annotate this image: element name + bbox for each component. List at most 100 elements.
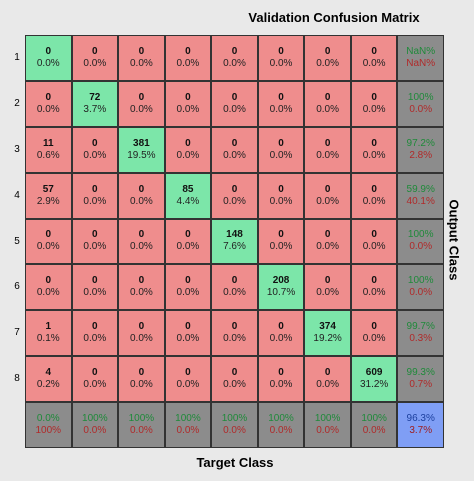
cell-count: 0 bbox=[324, 45, 331, 57]
cell-count: 0 bbox=[278, 183, 284, 195]
cell-percent: 0.0% bbox=[176, 241, 200, 253]
summary-error-percent: 0.0% bbox=[409, 287, 433, 299]
cell-percent: 0.0% bbox=[36, 57, 60, 69]
cell-count: 0 bbox=[45, 275, 52, 287]
cell-percent: 0.0% bbox=[316, 379, 339, 391]
cell-percent: 19.2% bbox=[313, 333, 342, 345]
matrix-cell-r1-c3: 0 0.0% bbox=[118, 35, 165, 81]
cell-percent: 4.4% bbox=[176, 195, 200, 207]
cell-percent: 31.2% bbox=[359, 379, 389, 391]
cell-count: 0 bbox=[278, 367, 284, 379]
matrix-cell-r2-c4: 0 0.0% bbox=[164, 80, 212, 127]
matrix-cell-r3-c5: 0 0.0% bbox=[211, 126, 258, 173]
cell-count: 0 bbox=[92, 137, 98, 149]
cell-percent: 0.0% bbox=[83, 241, 107, 253]
cell-count: 0 bbox=[231, 91, 238, 103]
confusion-matrix-grid: 0 0.0% 0 0.0% 0 0.0% 0 0.0% 0 0.0% 0 0.0% 0 0.0% 0 0.0%… bbox=[25, 35, 444, 448]
row-summary-cell-7: 99.7% 0.3% bbox=[397, 310, 444, 357]
cell-count: 0 bbox=[371, 321, 377, 333]
summary-correct-percent: 100% bbox=[175, 413, 201, 425]
cell-percent: 0.0% bbox=[129, 103, 153, 115]
matrix-cell-r2-c3: 0 0.0% bbox=[118, 80, 165, 127]
cell-count: 381 bbox=[133, 137, 150, 149]
summary-error-percent: 0.7% bbox=[409, 379, 433, 391]
summary-correct-percent: 100% bbox=[268, 413, 294, 425]
matrix-cell-r5-c7: 0 0.0% bbox=[304, 218, 351, 265]
row-label-5: 5 bbox=[14, 235, 20, 247]
summary-error-percent: 100% bbox=[35, 425, 62, 437]
matrix-cell-r8-c6: 0 0.0% bbox=[257, 356, 305, 403]
cell-count: 0 bbox=[45, 229, 52, 241]
cell-percent: 0.0% bbox=[269, 333, 293, 345]
cell-count: 0 bbox=[278, 91, 284, 103]
matrix-cell-r5-c5: 148 7.6% bbox=[211, 218, 258, 265]
cell-count: 85 bbox=[182, 183, 194, 195]
row-label-6: 6 bbox=[14, 281, 20, 293]
cell-percent: 0.0% bbox=[176, 149, 200, 161]
cell-percent: 0.0% bbox=[362, 287, 386, 299]
cell-count: 1 bbox=[45, 321, 52, 333]
cell-count: 0 bbox=[92, 183, 98, 195]
cell-percent: 0.0% bbox=[83, 195, 107, 207]
summary-error-percent: 0.0% bbox=[409, 241, 433, 253]
cell-percent: 0.0% bbox=[223, 195, 246, 207]
cell-count: 0 bbox=[324, 91, 331, 103]
row-label-4: 4 bbox=[14, 189, 20, 201]
matrix-cell-r7-c8: 0 0.0% bbox=[350, 310, 398, 357]
cell-percent: 0.0% bbox=[269, 195, 293, 207]
matrix-cell-r3-c3: 381 19.5% bbox=[118, 126, 165, 173]
matrix-cell-r2-c8: 0 0.0% bbox=[350, 80, 398, 127]
cell-percent: 0.0% bbox=[176, 379, 200, 391]
x-axis-label: Target Class bbox=[196, 455, 274, 470]
matrix-cell-r2-c5: 0 0.0% bbox=[211, 80, 258, 127]
matrix-cell-r4-c3: 0 0.0% bbox=[118, 172, 165, 219]
summary-error-percent: NaN% bbox=[406, 57, 436, 69]
cell-percent: 0.6% bbox=[36, 149, 60, 161]
matrix-cell-r4-c7: 0 0.0% bbox=[304, 172, 351, 219]
matrix-cell-r3-c1: 11 0.6% bbox=[25, 126, 72, 173]
cell-percent: 0.0% bbox=[362, 149, 386, 161]
cell-count: 0 bbox=[45, 91, 52, 103]
cell-count: 0 bbox=[324, 367, 331, 379]
cell-count: 0 bbox=[278, 229, 284, 241]
cell-percent: 0.0% bbox=[129, 195, 153, 207]
summary-error-percent: 0.0% bbox=[409, 103, 433, 115]
cell-count: 0 bbox=[231, 321, 238, 333]
cell-percent: 0.0% bbox=[223, 103, 246, 115]
cell-percent: 0.0% bbox=[316, 57, 339, 69]
cell-count: 0 bbox=[231, 183, 238, 195]
cell-percent: 0.0% bbox=[83, 287, 107, 299]
row-summary-cell-2: 100% 0.0% bbox=[397, 80, 444, 127]
cell-percent: 0.0% bbox=[129, 379, 153, 391]
col-summary-cell-6: 100% 0.0% bbox=[257, 402, 305, 448]
cell-percent: 0.0% bbox=[223, 57, 246, 69]
matrix-cell-r1-c7: 0 0.0% bbox=[304, 35, 351, 81]
cell-count: 11 bbox=[42, 137, 54, 149]
summary-error-percent: 0.0% bbox=[316, 425, 339, 437]
cell-count: 0 bbox=[138, 275, 145, 287]
cell-count: 0 bbox=[324, 229, 331, 241]
matrix-cell-r6-c5: 0 0.0% bbox=[211, 264, 258, 311]
overall-correct-percent: 96.3% bbox=[406, 413, 435, 425]
cell-percent: 0.0% bbox=[269, 149, 293, 161]
summary-correct-percent: 0.0% bbox=[36, 413, 60, 425]
matrix-cell-r8-c2: 0 0.0% bbox=[71, 356, 119, 403]
matrix-cell-r7-c2: 0 0.0% bbox=[71, 310, 119, 357]
cell-percent: 0.0% bbox=[362, 195, 386, 207]
cell-percent: 0.0% bbox=[316, 149, 339, 161]
row-summary-cell-6: 100% 0.0% bbox=[397, 264, 444, 311]
cell-percent: 0.0% bbox=[176, 103, 200, 115]
matrix-cell-r6-c1: 0 0.0% bbox=[25, 264, 72, 311]
summary-correct-percent: 97.2% bbox=[406, 137, 435, 149]
cell-count: 0 bbox=[185, 45, 191, 57]
matrix-cell-r2-c2: 72 3.7% bbox=[71, 80, 119, 127]
cell-percent: 0.0% bbox=[36, 241, 60, 253]
cell-percent: 2.9% bbox=[36, 195, 60, 207]
cell-percent: 19.5% bbox=[127, 149, 156, 161]
summary-correct-percent: 100% bbox=[314, 413, 341, 425]
matrix-cell-r1-c6: 0 0.0% bbox=[257, 35, 305, 81]
cell-percent: 0.0% bbox=[176, 57, 200, 69]
cell-percent: 0.0% bbox=[269, 57, 293, 69]
cell-percent: 0.0% bbox=[129, 57, 153, 69]
matrix-cell-r6-c3: 0 0.0% bbox=[118, 264, 165, 311]
